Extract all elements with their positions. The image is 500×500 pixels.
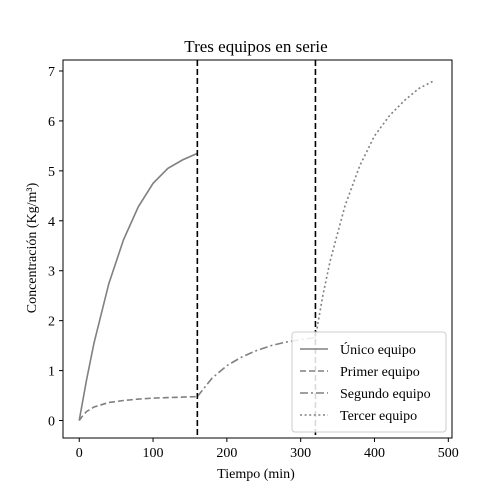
x-tick-label: 400 — [364, 446, 385, 461]
legend-box — [291, 331, 447, 433]
chart-title: Tres equipos en serie — [184, 37, 327, 56]
y-tick-label: 4 — [48, 215, 55, 230]
x-tick-label: 0 — [76, 446, 83, 461]
x-tick-label: 500 — [438, 446, 459, 461]
x-tick-label: 200 — [216, 446, 237, 461]
legend: Único equipo Primer equipo Segundo equipo T… — [291, 331, 447, 433]
y-tick-label: 3 — [48, 265, 55, 280]
y-tick-label: 5 — [48, 165, 55, 180]
y-tick-label: 7 — [48, 65, 55, 80]
x-axis-ticks: 0 100 200 300 400 500 — [76, 438, 459, 461]
x-tick-label: 100 — [143, 446, 164, 461]
y-axis-label: Concentración (Kg/m³) — [25, 182, 40, 313]
legend-label: Único equipo — [340, 341, 416, 358]
series-line-2 — [78, 395, 198, 421]
y-tick-label: 2 — [48, 315, 55, 330]
y-tick-label: 0 — [48, 415, 55, 430]
y-tick-label: 6 — [48, 115, 55, 130]
series-line-4 — [314, 80, 434, 338]
y-tick-label: 1 — [48, 365, 55, 380]
legend-label: Primer equipo — [340, 365, 420, 380]
x-axis-label: Tiempo (min) — [217, 467, 295, 482]
legend-label: Segundo equipo — [340, 387, 431, 402]
plot-frame — [62, 59, 453, 439]
legend-label: Tercer equipo — [340, 409, 417, 424]
x-tick-label: 300 — [290, 446, 311, 461]
series-line-1 — [78, 152, 198, 421]
y-axis-ticks: 0 1 2 3 4 5 6 7 — [48, 65, 63, 430]
